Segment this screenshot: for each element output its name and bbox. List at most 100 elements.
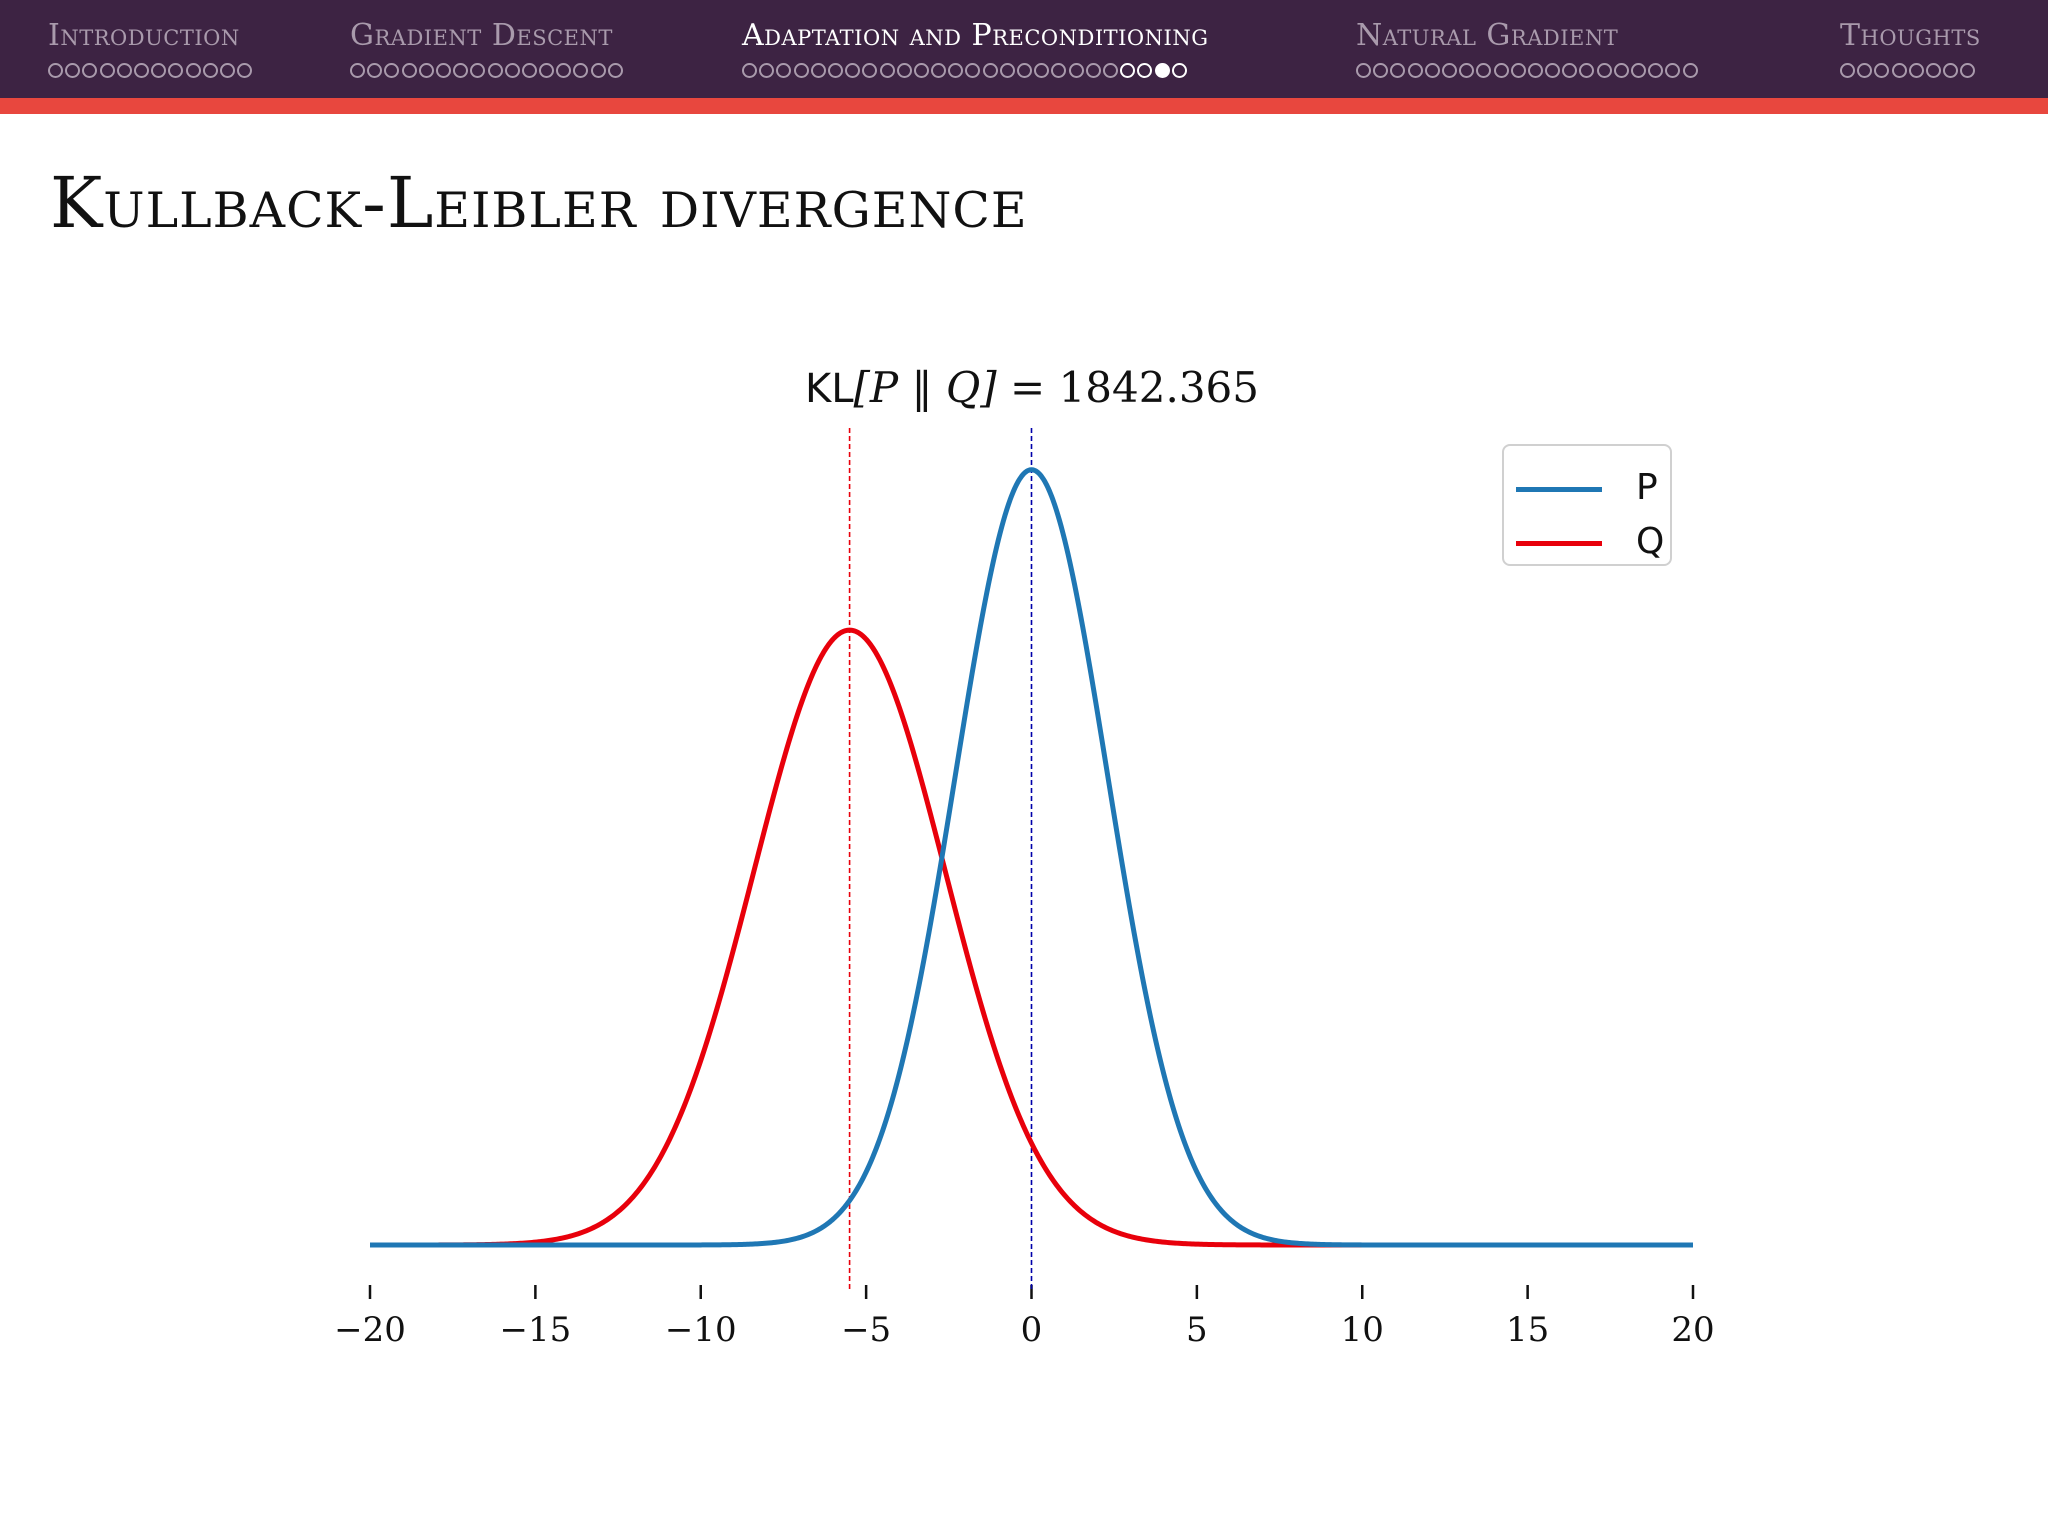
nav-slide-dot[interactable] [487, 62, 503, 78]
nav-slide-dot[interactable] [202, 62, 218, 78]
nav-slide-dot[interactable] [862, 62, 878, 78]
nav-slide-dot[interactable] [237, 62, 253, 78]
nav-slide-dot[interactable] [539, 62, 555, 78]
nav-slide-dot[interactable] [1857, 62, 1873, 78]
nav-slide-dot[interactable] [1891, 62, 1907, 78]
nav-slide-dot[interactable] [1613, 62, 1629, 78]
nav-slide-dot[interactable] [521, 62, 537, 78]
nav-slide-dot[interactable] [1908, 62, 1924, 78]
nav-slide-dot[interactable] [1562, 62, 1578, 78]
nav-slide-dot[interactable] [1424, 62, 1440, 78]
nav-slide-dot[interactable] [573, 62, 589, 78]
nav-slide-dot[interactable] [1510, 62, 1526, 78]
nav-slide-dot[interactable] [1459, 62, 1475, 78]
nav-section-label[interactable]: Natural Gradient [1356, 18, 1619, 53]
nav-slide-dot[interactable] [1102, 62, 1118, 78]
nav-slide-dot[interactable] [1051, 62, 1067, 78]
nav-slide-dot[interactable] [1631, 62, 1646, 78]
nav-slide-dot[interactable] [504, 62, 520, 78]
nav-slide-dot[interactable] [82, 62, 98, 78]
nav-slide-dot[interactable] [1068, 62, 1084, 78]
nav-slide-dot[interactable] [350, 62, 365, 78]
nav-slide-dot[interactable] [1407, 62, 1423, 78]
legend-swatch-q [1516, 541, 1602, 546]
nav-slide-dot[interactable] [1154, 62, 1170, 78]
nav-slide-dot[interactable] [1476, 62, 1492, 78]
nav-section-1[interactable]: Introduction [48, 18, 253, 80]
nav-slide-dot[interactable] [401, 62, 417, 78]
nav-slide-dot[interactable] [948, 62, 964, 78]
nav-slide-dot[interactable] [776, 62, 792, 78]
nav-section-3[interactable]: Adaptation and Preconditioning [742, 18, 1208, 80]
nav-slide-dot[interactable] [185, 62, 201, 78]
nav-slide-dot[interactable] [1545, 62, 1561, 78]
nav-section-label[interactable]: Introduction [48, 18, 240, 53]
nav-slide-dot[interactable] [1874, 62, 1890, 78]
nav-slide-dot[interactable] [1085, 62, 1101, 78]
nav-section-label[interactable]: Adaptation and Preconditioning [742, 18, 1209, 53]
nav-slide-dot[interactable] [151, 62, 167, 78]
nav-slide-dot[interactable] [913, 62, 929, 78]
nav-slide-dot[interactable] [168, 62, 184, 78]
nav-section-5[interactable]: Thoughts [1840, 18, 1981, 80]
nav-slide-dot[interactable] [1441, 62, 1457, 78]
x-tick-label: 15 [1506, 1310, 1549, 1350]
x-tick-label: 0 [1021, 1310, 1043, 1350]
nav-slide-dot[interactable] [896, 62, 912, 78]
nav-slide-dot[interactable] [1171, 62, 1187, 78]
nav-slide-dot[interactable] [590, 62, 606, 78]
x-axis: −20 −15 −10 −5 0 5 10 15 20 [334, 1285, 1715, 1350]
nav-slide-dot[interactable] [810, 62, 826, 78]
nav-slide-dot[interactable] [1840, 62, 1855, 78]
nav-slide-dot[interactable] [742, 62, 757, 78]
nav-slide-dot[interactable] [1579, 62, 1595, 78]
nav-slide-dot[interactable] [982, 62, 998, 78]
nav-slide-dot[interactable] [1960, 62, 1976, 78]
nav-slide-dot[interactable] [133, 62, 149, 78]
nav-slide-dot[interactable] [65, 62, 81, 78]
plot-area [369, 428, 1694, 1290]
nav-slide-dot[interactable] [418, 62, 434, 78]
nav-slide-dot[interactable] [965, 62, 981, 78]
nav-section-label[interactable]: Thoughts [1840, 18, 1981, 53]
nav-slide-dot[interactable] [1596, 62, 1612, 78]
nav-slide-dot[interactable] [1682, 62, 1698, 78]
nav-slide-dot[interactable] [1493, 62, 1509, 78]
nav-slide-dot[interactable] [384, 62, 400, 78]
nav-slide-dot[interactable] [219, 62, 235, 78]
nav-slide-dot[interactable] [1017, 62, 1032, 78]
nav-slide-dot[interactable] [1373, 62, 1389, 78]
chart-title-value: = 1842.365 [997, 363, 1259, 412]
nav-slide-dot[interactable] [1137, 62, 1153, 78]
nav-slide-dot[interactable] [879, 62, 895, 78]
nav-slide-dot[interactable] [1943, 62, 1959, 78]
nav-slide-dot[interactable] [1356, 62, 1371, 78]
nav-slide-dot[interactable] [845, 62, 861, 78]
nav-slide-dot[interactable] [1925, 62, 1941, 78]
nav-slide-dot[interactable] [116, 62, 132, 78]
nav-slide-dot[interactable] [1034, 62, 1050, 78]
nav-section-4[interactable]: Natural Gradient [1356, 18, 1698, 80]
nav-slide-dot[interactable] [99, 62, 115, 78]
nav-slide-dot[interactable] [556, 62, 572, 78]
nav-slide-dot[interactable] [1390, 62, 1406, 78]
nav-slide-dot[interactable] [1120, 62, 1136, 78]
nav-slide-dot[interactable] [931, 62, 947, 78]
nav-progress-dots [1356, 60, 1698, 80]
nav-slide-dot[interactable] [48, 62, 63, 78]
nav-slide-dot[interactable] [367, 62, 383, 78]
nav-slide-dot[interactable] [793, 62, 809, 78]
nav-section-label[interactable]: Gradient Descent [350, 18, 613, 53]
nav-section-2[interactable]: Gradient Descent [350, 18, 623, 80]
nav-slide-dot[interactable] [607, 62, 623, 78]
legend-item-p: P [1516, 468, 1666, 508]
nav-slide-dot[interactable] [470, 62, 486, 78]
nav-slide-dot[interactable] [435, 62, 451, 78]
nav-slide-dot[interactable] [1527, 62, 1543, 78]
nav-slide-dot[interactable] [827, 62, 843, 78]
nav-slide-dot[interactable] [999, 62, 1015, 78]
nav-slide-dot[interactable] [1648, 62, 1664, 78]
nav-slide-dot[interactable] [453, 62, 469, 78]
nav-slide-dot[interactable] [759, 62, 775, 78]
nav-slide-dot[interactable] [1665, 62, 1681, 78]
